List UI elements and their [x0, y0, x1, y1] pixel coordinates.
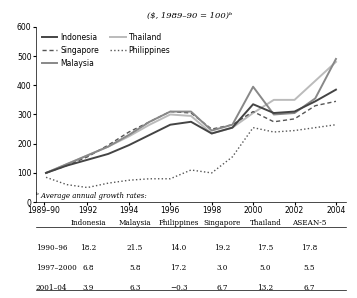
- Text: Indonesia: Indonesia: [71, 219, 106, 227]
- Text: 14.0: 14.0: [170, 244, 187, 252]
- Text: 1997–2000: 1997–2000: [36, 264, 76, 272]
- Text: Malaysia: Malaysia: [119, 219, 151, 227]
- Text: Singapore: Singapore: [203, 219, 241, 227]
- Text: 17.8: 17.8: [301, 244, 317, 252]
- Text: 17.5: 17.5: [257, 244, 274, 252]
- Text: 19.2: 19.2: [214, 244, 230, 252]
- Text: 21.5: 21.5: [127, 244, 143, 252]
- Text: Philippines: Philippines: [159, 219, 199, 227]
- Text: 1990–96: 1990–96: [36, 244, 67, 252]
- Text: 6.7: 6.7: [216, 284, 228, 292]
- Text: 3.0: 3.0: [216, 264, 228, 272]
- Text: 17.2: 17.2: [170, 264, 187, 272]
- Text: 18.2: 18.2: [80, 244, 97, 252]
- Text: 5.0: 5.0: [260, 264, 271, 272]
- Text: −0.3: −0.3: [170, 284, 187, 292]
- Text: Thailand: Thailand: [250, 219, 281, 227]
- Text: 5.8: 5.8: [129, 264, 141, 272]
- Text: ASEAN-5: ASEAN-5: [292, 219, 326, 227]
- Text: 6.7: 6.7: [303, 284, 315, 292]
- Text: 3.9: 3.9: [83, 284, 94, 292]
- Text: ᵇ Average annual growth rates:: ᵇ Average annual growth rates:: [36, 192, 146, 200]
- Text: 5.5: 5.5: [303, 264, 315, 272]
- Text: 6.3: 6.3: [129, 284, 141, 292]
- Legend: Indonesia, Singapore, Malaysia, Thailand, Philippines: Indonesia, Singapore, Malaysia, Thailand…: [40, 31, 173, 70]
- Text: ($, 1989–90 = 100)ᵇ: ($, 1989–90 = 100)ᵇ: [146, 11, 232, 19]
- Text: 6.8: 6.8: [83, 264, 94, 272]
- Text: 13.2: 13.2: [257, 284, 273, 292]
- Text: 2001–04: 2001–04: [36, 284, 67, 292]
